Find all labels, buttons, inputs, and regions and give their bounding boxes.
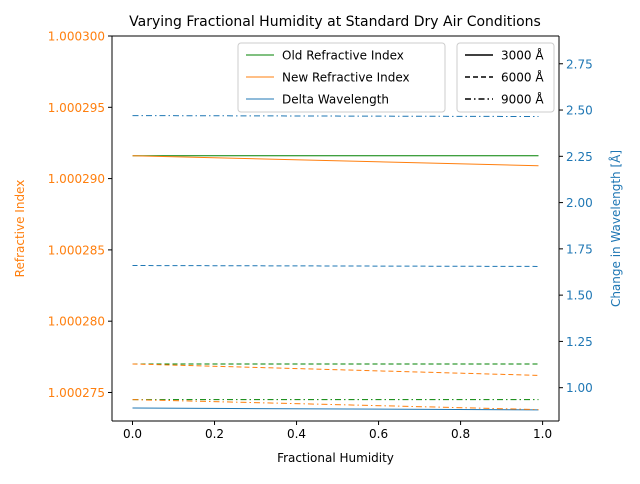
series-line-delta-solid — [132, 407, 539, 411]
legend-styles-label: 9000 Å — [501, 92, 544, 107]
axes-layer: 0.0 0.2 0.4 0.6 0.8 1.0 1.000275 1.000280 1.0002… — [48, 30, 593, 442]
y-left-tick-label: 1.000285 — [48, 243, 105, 257]
legend-series-label: Delta Wavelength — [282, 93, 389, 107]
series-line-delta-dashdot — [132, 115, 539, 118]
legend-layer: Old Refractive Index New Refractive Index… — [237, 42, 555, 113]
series-line-delta-dashed — [132, 265, 539, 267]
legend-styles-label: 3000 Å — [501, 48, 544, 63]
y-left-tick-label: 1.000275 — [48, 386, 105, 400]
y-left-tick-label: 1.000300 — [48, 30, 105, 44]
x-tick-label: 0.6 — [369, 427, 388, 441]
y-right-tick-label: 1.50 — [566, 289, 593, 303]
series-line-new-solid — [132, 155, 539, 167]
legend-styles-label: 6000 Å — [501, 70, 544, 85]
x-axis-label: Fractional Humidity — [277, 451, 394, 465]
legend-series-label: Old Refractive Index — [282, 49, 404, 63]
x-tick-label: 0.0 — [123, 427, 142, 441]
chart-title: Varying Fractional Humidity at Standard … — [129, 14, 541, 30]
legend-series-label: New Refractive Index — [282, 71, 410, 85]
y-right-tick-label: 2.00 — [566, 196, 593, 210]
legend-styles-box — [456, 42, 555, 113]
y-axis-label-left: Refractive Index — [13, 180, 27, 278]
y-left-tick-label: 1.000295 — [48, 101, 105, 115]
y-left-tick-label: 1.000280 — [48, 315, 105, 329]
series-line-new-dashdot — [132, 399, 539, 411]
y-axis-label-right: Change in Wavelength [Å] — [608, 150, 623, 307]
x-tick-label: 0.4 — [287, 427, 306, 441]
y-left-tick-label: 1.000290 — [48, 172, 105, 186]
y-right-tick-label: 1.75 — [566, 242, 593, 256]
y-right-tick-label: 1.25 — [566, 335, 593, 349]
series-layer — [132, 115, 539, 411]
y-right-tick-label: 2.25 — [566, 150, 593, 164]
x-tick-label: 0.8 — [451, 427, 470, 441]
x-tick-label: 0.2 — [205, 427, 224, 441]
series-line-new-dashed — [132, 363, 539, 376]
y-right-tick-label: 1.00 — [566, 381, 593, 395]
legend-series-box — [237, 42, 446, 113]
y-right-tick-label: 2.50 — [566, 104, 593, 118]
y-right-tick-label: 2.75 — [566, 57, 593, 71]
x-tick-label: 1.0 — [533, 427, 552, 441]
